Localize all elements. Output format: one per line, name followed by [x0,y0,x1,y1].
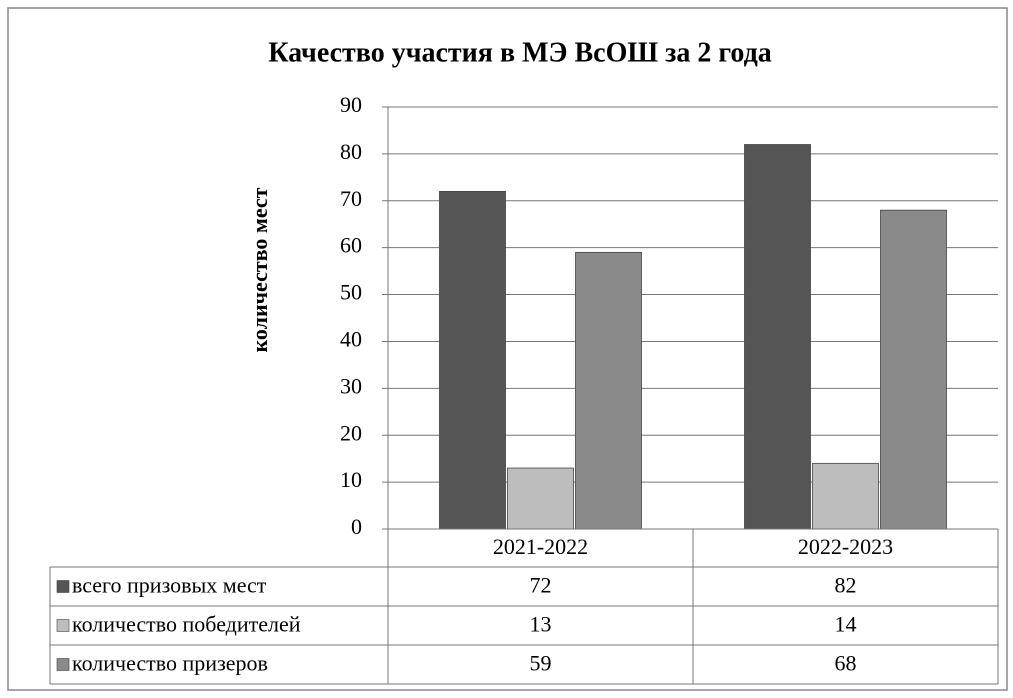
legend-key [56,580,70,593]
bar [744,144,811,530]
bar [880,209,947,530]
data-label: 14 [835,612,857,637]
bar [575,251,642,530]
y-tick-label: 90 [340,92,362,117]
data-label: 59 [530,651,552,676]
data-label: 82 [835,573,857,598]
legend-label: всего призовых мест [72,573,267,598]
bar [812,462,879,530]
x-tick-label: 2022-2023 [798,534,893,559]
bar [439,190,506,530]
y-tick-label: 10 [340,467,362,492]
y-tick-label: 30 [340,373,362,398]
data-label: 13 [530,612,552,637]
y-tick-label: 80 [340,139,362,164]
y-tick-label: 60 [340,233,362,258]
y-axis-label: количество мест [247,187,272,352]
chart-title: Качество участия в МЭ ВсОШ за 2 года [268,37,772,68]
bar [507,467,574,530]
x-tick-label: 2021-2022 [493,534,588,559]
y-tick-label: 50 [340,280,362,305]
y-tick-label: 70 [340,186,362,211]
legend-key [56,658,70,671]
y-tick-label: 20 [340,420,362,445]
legend-key [56,619,70,632]
chart-frame [7,7,1008,691]
y-tick-label: 40 [340,326,362,351]
data-label: 68 [835,651,857,676]
legend-label: количество победителей [72,612,301,637]
y-tick-label: 0 [351,514,362,539]
data-label: 72 [530,573,552,598]
legend-label: количество призеров [72,651,268,676]
